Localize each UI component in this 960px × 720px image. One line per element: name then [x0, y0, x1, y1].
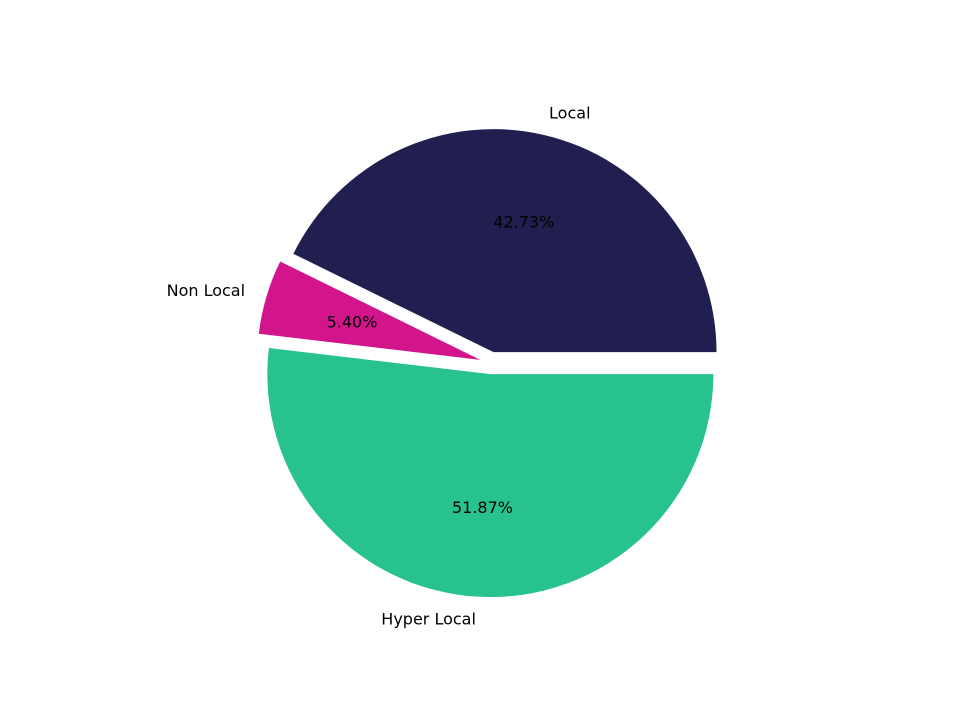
- pie-slice-label-local: Local: [549, 104, 590, 123]
- pie-slice-label-non-local: Non Local: [167, 281, 245, 300]
- pie-slice-hyper-local: [267, 347, 714, 598]
- pie-slice-label-hyper-local: Hyper Local: [381, 610, 476, 629]
- pie-slice-local: [293, 129, 717, 353]
- pie-slice-pct-non-local: 5.40%: [327, 312, 378, 331]
- pie-slice-non-local: [258, 261, 481, 360]
- pie-slice-pct-local: 42.73%: [493, 212, 554, 231]
- pie-slice-pct-hyper-local: 51.87%: [452, 498, 513, 517]
